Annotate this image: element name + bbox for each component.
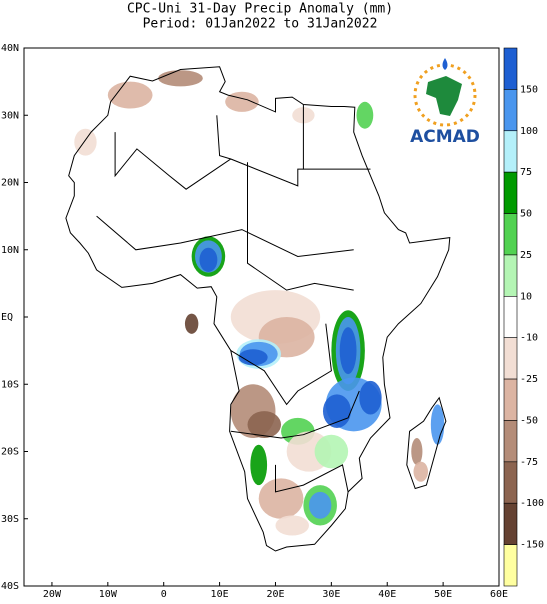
colorbar-swatch bbox=[503, 296, 518, 338]
anomaly-patch bbox=[309, 491, 332, 519]
anomaly-patch bbox=[411, 438, 423, 465]
coastline bbox=[406, 396, 447, 490]
y-tick-label: EQ bbox=[1, 312, 13, 323]
y-tick-label: 30N bbox=[1, 110, 19, 121]
colorbar-label: -100 bbox=[520, 498, 544, 509]
anomaly-patch bbox=[314, 434, 349, 469]
colorbar-label: -10 bbox=[520, 333, 538, 344]
logo-drop bbox=[442, 58, 448, 70]
y-tick-label: 40N bbox=[1, 43, 19, 54]
border bbox=[96, 215, 354, 258]
anomaly-patch bbox=[413, 461, 429, 482]
map-area bbox=[65, 66, 451, 552]
x-tick-label: 60E bbox=[490, 589, 508, 600]
border bbox=[216, 115, 231, 160]
x-tick-label: 30E bbox=[322, 589, 340, 600]
colorbar-label: 25 bbox=[520, 250, 532, 261]
border bbox=[247, 162, 354, 291]
colorbar-swatch bbox=[503, 213, 518, 256]
x-tick-label: 20W bbox=[43, 589, 62, 600]
logo-text: ACMAD bbox=[410, 127, 480, 147]
anomaly-patch bbox=[107, 81, 153, 109]
y-tick-label: 20N bbox=[1, 178, 19, 189]
coastline bbox=[65, 66, 451, 552]
anomaly-patch bbox=[339, 327, 357, 375]
anomaly-patch bbox=[225, 91, 259, 112]
colorbar-label: 100 bbox=[520, 126, 538, 137]
y-tick-label: 40S bbox=[1, 581, 19, 592]
border bbox=[230, 323, 332, 406]
anomaly-patch bbox=[430, 404, 445, 445]
colorbar-swatch bbox=[503, 254, 518, 297]
anomaly-patch bbox=[356, 101, 374, 129]
colorbar-swatch bbox=[503, 171, 518, 214]
colorbar-label: -75 bbox=[520, 457, 538, 468]
colorbar-swatch bbox=[503, 420, 518, 463]
colorbar-swatch bbox=[503, 544, 518, 587]
colorbar-label: 50 bbox=[520, 209, 532, 220]
x-tick-label: 0 bbox=[161, 589, 167, 600]
logo-africa bbox=[426, 76, 462, 116]
anomaly-patch bbox=[74, 128, 97, 156]
colorbar-swatch bbox=[503, 47, 518, 90]
anomaly-patch bbox=[238, 349, 268, 366]
anomaly-patch bbox=[359, 380, 382, 415]
colorbar-swatch bbox=[503, 502, 518, 545]
anomaly-patch bbox=[158, 70, 203, 87]
anomaly-patch bbox=[247, 411, 282, 439]
x-tick-label: 40E bbox=[378, 589, 396, 600]
colorbar-label: -25 bbox=[520, 374, 538, 385]
anomaly-patch bbox=[250, 444, 268, 486]
anomaly-patch bbox=[184, 313, 199, 334]
y-tick-label: 20S bbox=[1, 447, 19, 458]
title: CPC-Uni 31-Day Precip Anomaly (mm) bbox=[127, 2, 393, 17]
anomaly-patch bbox=[258, 478, 304, 519]
x-tick-label: 50E bbox=[434, 589, 452, 600]
colorbar-label: -150 bbox=[520, 540, 544, 551]
anomaly-patch bbox=[199, 247, 218, 272]
y-tick-label: 10N bbox=[1, 245, 19, 256]
x-tick-label: 10W bbox=[99, 589, 118, 600]
border bbox=[230, 390, 360, 439]
y-tick-label: 30S bbox=[1, 514, 19, 525]
colorbar-swatch bbox=[503, 89, 518, 132]
y-tick-label: 10S bbox=[1, 379, 19, 390]
x-tick-label: 20E bbox=[266, 589, 284, 600]
logo: ACMAD bbox=[410, 58, 480, 147]
anomaly-patch bbox=[275, 515, 309, 536]
subtitle: Period: 01Jan2022 to 31Jan2022 bbox=[143, 17, 378, 32]
colorbar-swatch bbox=[503, 130, 518, 173]
colorbar-label: 10 bbox=[520, 291, 532, 302]
border bbox=[275, 464, 349, 493]
colorbar-swatch bbox=[503, 378, 518, 421]
border bbox=[302, 104, 371, 170]
colorbar-label: 75 bbox=[520, 167, 532, 178]
colorbar-swatch bbox=[503, 461, 518, 504]
colorbar-swatch bbox=[503, 337, 518, 380]
colorbar-label: -50 bbox=[520, 415, 538, 426]
anomaly-patch bbox=[322, 394, 351, 428]
border bbox=[114, 132, 304, 190]
colorbar-label: 150 bbox=[520, 84, 538, 95]
x-tick-label: 10E bbox=[211, 589, 229, 600]
